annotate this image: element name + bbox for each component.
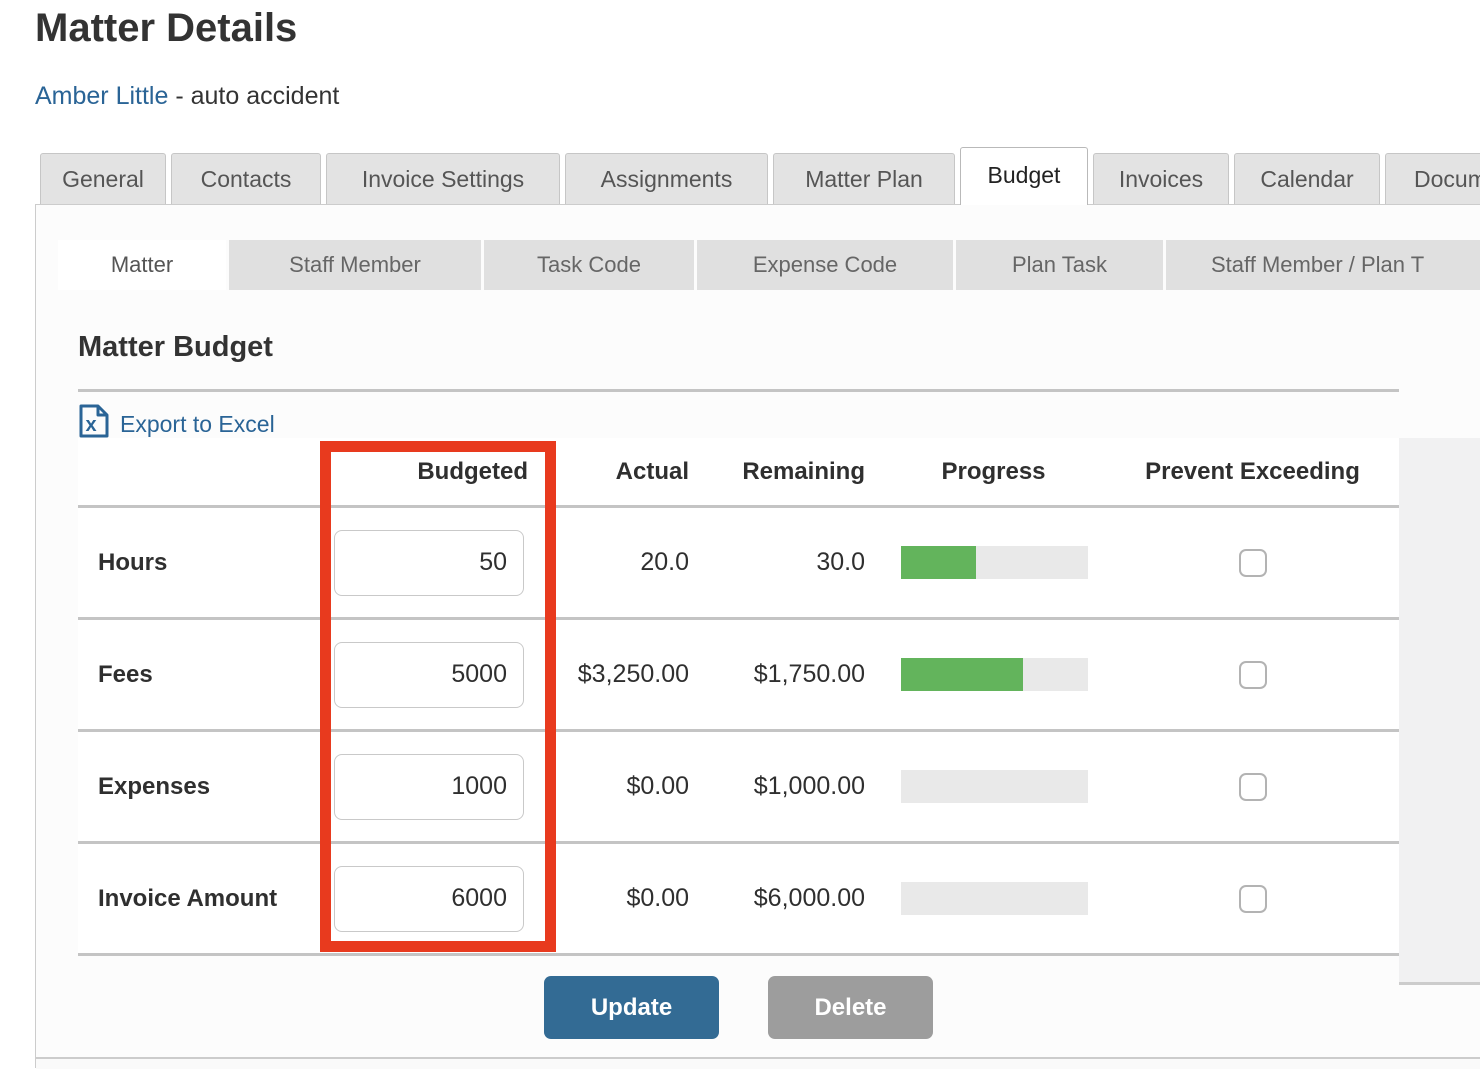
progress-bar [901,882,1088,915]
table-row-hours: Hours 20.0 30.0 [78,508,1399,620]
tab-invoice-settings[interactable]: Invoice Settings [326,153,560,205]
row-label: Expenses [98,772,211,800]
remaining-value: $1,000.00 [753,772,865,800]
table-right-gutter [1399,438,1480,985]
main-tab-bar: General Contacts Invoice Settings Assign… [40,147,1480,205]
row-label: Hours [98,548,168,576]
subtab-task-code[interactable]: Task Code [484,240,694,290]
export-to-excel-label: Export to Excel [120,410,275,437]
progress-bar [901,546,1088,579]
table-header-row: Budgeted Actual Remaining Progress Preve… [78,438,1399,508]
prevent-exceeding-checkbox[interactable] [1238,548,1267,577]
row-label: Fees [98,660,153,688]
tab-budget[interactable]: Budget [960,147,1088,205]
matter-description: - auto accident [168,82,340,110]
matter-subtitle: Amber Little - auto accident [35,82,339,111]
page-title: Matter Details [35,6,298,50]
prevent-exceeding-checkbox[interactable] [1238,660,1267,689]
subtab-staff-member-plan-task[interactable]: Staff Member / Plan T [1166,240,1480,290]
header-actual: Actual [615,457,689,485]
below-divider-strip [36,1059,1480,1069]
tab-general[interactable]: General [40,153,166,205]
budget-table: Budgeted Actual Remaining Progress Preve… [78,438,1399,956]
section-divider [78,389,1399,392]
tab-assignments[interactable]: Assignments [565,153,768,205]
budget-tab-panel: Matter Staff Member Task Code Expense Co… [35,204,1480,1069]
row-label: Invoice Amount [98,884,278,912]
tab-calendar[interactable]: Calendar [1234,153,1380,205]
progress-bar [901,658,1088,691]
client-name-link[interactable]: Amber Little [35,82,169,110]
budgeted-invoice-amount-input[interactable] [334,865,524,932]
excel-icon: x [78,403,110,445]
remaining-value: 30.0 [816,548,865,576]
budget-subtab-bar: Matter Staff Member Task Code Expense Co… [58,240,1480,290]
progress-bar [901,770,1088,803]
svg-text:x: x [85,414,96,436]
table-row-fees: Fees $3,250.00 $1,750.00 [78,620,1399,732]
table-row-invoice-amount: Invoice Amount $0.00 $6,000.00 [78,844,1399,956]
remaining-value: $1,750.00 [753,660,865,688]
actual-value: $0.00 [626,884,689,912]
budgeted-expenses-input[interactable] [334,753,524,820]
subtab-expense-code[interactable]: Expense Code [697,240,953,290]
bottom-divider [36,1057,1480,1059]
tab-contacts[interactable]: Contacts [171,153,321,205]
subtab-matter[interactable]: Matter [58,240,226,290]
actual-value: $3,250.00 [577,660,689,688]
tab-matter-plan[interactable]: Matter Plan [773,153,955,205]
export-to-excel-link[interactable]: x Export to Excel [78,403,275,445]
header-progress: Progress [941,457,1046,485]
table-row-expenses: Expenses $0.00 $1,000.00 [78,732,1399,844]
subtab-plan-task[interactable]: Plan Task [956,240,1163,290]
prevent-exceeding-checkbox[interactable] [1238,884,1267,913]
header-budgeted: Budgeted [417,457,528,485]
section-title: Matter Budget [78,331,273,363]
tab-documents[interactable]: Docum [1385,153,1480,205]
header-prevent-exceeding: Prevent Exceeding [1145,457,1360,485]
delete-button[interactable]: Delete [768,976,933,1039]
budgeted-hours-input[interactable] [334,529,524,596]
remaining-value: $6,000.00 [753,884,865,912]
subtab-staff-member[interactable]: Staff Member [229,240,481,290]
header-remaining: Remaining [742,457,865,485]
update-button[interactable]: Update [544,976,719,1039]
actual-value: 20.0 [640,548,689,576]
prevent-exceeding-checkbox[interactable] [1238,772,1267,801]
budgeted-fees-input[interactable] [334,641,524,708]
actual-value: $0.00 [626,772,689,800]
tab-invoices[interactable]: Invoices [1093,153,1229,205]
